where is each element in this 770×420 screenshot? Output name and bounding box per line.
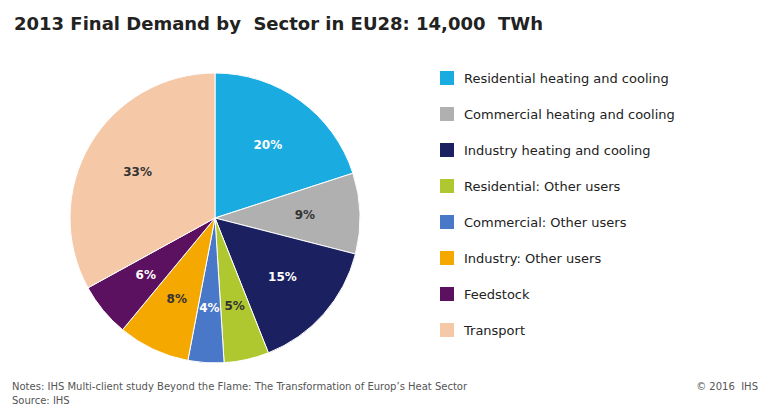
data-label: 33%	[123, 165, 152, 179]
pie-slice	[70, 73, 215, 288]
legend-swatch	[440, 107, 454, 121]
legend-swatch	[440, 287, 454, 301]
legend-label: Commercial heating and cooling	[464, 107, 675, 122]
legend-swatch	[440, 251, 454, 265]
data-label: 20%	[253, 138, 282, 152]
legend-swatch	[440, 323, 454, 337]
data-label: 9%	[295, 208, 315, 222]
legend-item: Residential heating and cooling	[440, 71, 669, 86]
data-label: 4%	[199, 301, 219, 315]
legend-item: Residential: Other users	[440, 179, 621, 194]
legend-label: Industry: Other users	[464, 251, 601, 266]
legend-swatch	[440, 71, 454, 85]
data-label: 6%	[136, 268, 156, 282]
legend-swatch	[440, 215, 454, 229]
legend-label: Commercial: Other users	[464, 215, 627, 230]
data-label: 15%	[268, 270, 297, 284]
legend-item: Industry: Other users	[440, 251, 601, 266]
legend-item: Industry heating and cooling	[440, 143, 651, 158]
pie: 20% 9% 15% 5% 4% 8% 6% 33%	[70, 73, 360, 363]
title: 2013 Final Demand by Sector in EU28: 14,…	[14, 13, 543, 34]
annotation: Notes: IHS Multi-client study Beyond the…	[12, 381, 468, 392]
legend-item: Commercial heating and cooling	[440, 107, 675, 122]
annotation: © 2016 IHS	[696, 381, 758, 392]
legend-item: Transport	[440, 323, 525, 338]
chart: 2013 Final Demand by Sector in EU28: 14,…	[0, 0, 770, 420]
legend-item: Commercial: Other users	[440, 215, 627, 230]
annotation: Source: IHS	[12, 395, 70, 406]
legend-label: Transport	[463, 323, 525, 338]
legend-swatch	[440, 179, 454, 193]
legend-swatch	[440, 143, 454, 157]
legend-label: Residential: Other users	[464, 179, 621, 194]
data-label: 5%	[224, 299, 244, 313]
data-label: 8%	[167, 292, 187, 306]
legend-item: Feedstock	[440, 287, 530, 302]
legend: Residential heating and cooling Commercia…	[440, 71, 675, 338]
legend-label: Residential heating and cooling	[464, 71, 669, 86]
legend-label: Industry heating and cooling	[464, 143, 651, 158]
legend-label: Feedstock	[464, 287, 530, 302]
